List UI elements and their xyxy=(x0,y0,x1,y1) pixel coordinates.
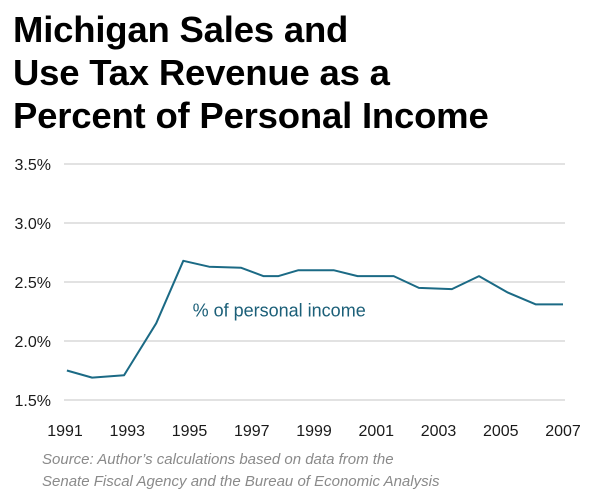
gridlines xyxy=(64,163,565,401)
x-tick-label: 2005 xyxy=(483,423,519,440)
x-tick-label: 2007 xyxy=(545,423,581,440)
x-axis-ticks: 1991 1993 1995 1997 1999 2001 2003 2005 2007 xyxy=(47,423,581,440)
series-layer xyxy=(66,259,564,379)
series-annotation: % of personal income xyxy=(193,300,366,320)
annotations-layer: % of personal income xyxy=(193,300,366,320)
x-tick-label: 1995 xyxy=(172,423,208,440)
x-tick-label: 1999 xyxy=(296,423,332,440)
chart-title: Michigan Sales and Use Tax Revenue as a … xyxy=(13,9,489,136)
y-tick-label: 3.5% xyxy=(15,157,51,174)
y-tick-label: 1.5% xyxy=(15,393,51,410)
y-axis-ticks: 3.5% 3.0% 2.5% 2.0% 1.5% xyxy=(15,157,51,410)
y-tick-label: 2.0% xyxy=(15,334,51,351)
y-tick-label: 3.0% xyxy=(15,216,51,233)
y-tick-label: 2.5% xyxy=(15,275,51,292)
x-tick-label: 1997 xyxy=(234,423,270,440)
x-tick-label: 1991 xyxy=(47,423,83,440)
x-tick-label: 2003 xyxy=(421,423,457,440)
x-tick-label: 1993 xyxy=(109,423,145,440)
source-note: Source: Author’s calculations based on d… xyxy=(42,451,440,490)
x-tick-label: 2001 xyxy=(358,423,394,440)
